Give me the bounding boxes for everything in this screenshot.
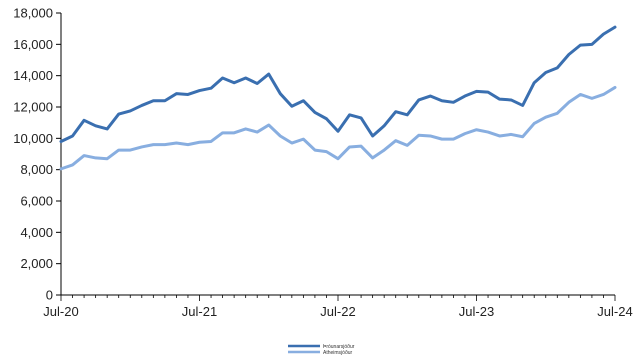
series-line-0	[59, 25, 617, 143]
x-tick-label: Jul-23	[459, 304, 494, 319]
series-line-1	[59, 85, 617, 171]
y-tick-label: 0	[46, 288, 53, 303]
legend-label-1: Atheimsjóður	[323, 349, 353, 356]
x-tick-label: Jul-22	[320, 304, 355, 319]
y-tick-label: 2,000	[20, 256, 53, 271]
y-tick-label: 18,000	[13, 6, 53, 21]
x-tick-label: Jul-20	[43, 304, 78, 319]
x-tick-label: Jul-21	[182, 304, 217, 319]
y-tick-label: 8,000	[20, 162, 53, 177]
series-lines	[59, 25, 617, 171]
y-axis: 0 2,000 4,000 6,000 8,000 10,000 12,000 14,000 1…	[13, 6, 62, 303]
y-tick-label: 6,000	[20, 194, 53, 209]
legend: Þróunarsjóður Atheimsjóður	[288, 343, 355, 356]
x-axis: Jul-20 Jul-21 Jul-22 Jul-23 Jul-24	[43, 294, 633, 319]
x-tick-label: Jul-24	[597, 304, 632, 319]
y-tick-label: 14,000	[13, 68, 53, 83]
y-tick-label: 16,000	[13, 37, 53, 52]
legend-label-0: Þróunarsjóður	[323, 343, 355, 350]
y-tick-label: 10,000	[13, 131, 53, 146]
y-tick-label: 4,000	[20, 225, 53, 240]
y-tick-label: 12,000	[13, 100, 53, 115]
